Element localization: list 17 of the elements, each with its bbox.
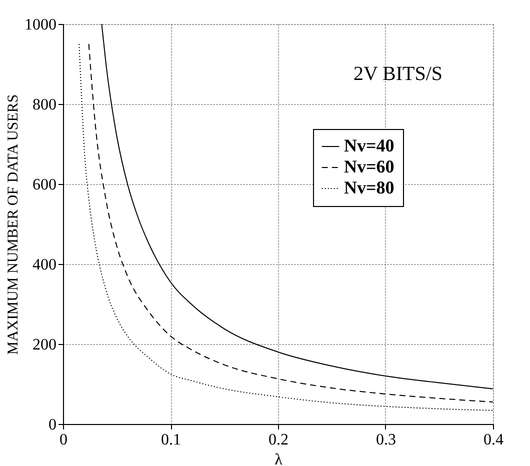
y-tick-label: 200	[32, 336, 56, 354]
y-axis-title: MAXIMUM NUMBER OF DATA USERS	[6, 94, 22, 355]
x-tick-label: 0.2	[268, 432, 288, 448]
y-tick-label: 600	[32, 176, 56, 194]
x-tick-label: 0.1	[161, 432, 181, 448]
annotation: 2V BITS/S	[353, 63, 443, 85]
legend-label: Nv=80	[344, 178, 394, 198]
legend-label: Nv=40	[344, 136, 394, 156]
y-tick-label: 0	[48, 416, 56, 434]
x-tick-label: 0	[60, 432, 68, 448]
y-tick-label: 800	[32, 96, 56, 114]
legend-label: Nv=60	[344, 156, 394, 176]
x-axis-title: λ	[274, 452, 283, 466]
x-tick-label: 0.4	[484, 432, 504, 448]
y-tick-label: 400	[32, 256, 56, 274]
y-tick-label: 1000	[24, 16, 56, 34]
x-tick-label: 0.3	[376, 432, 396, 448]
